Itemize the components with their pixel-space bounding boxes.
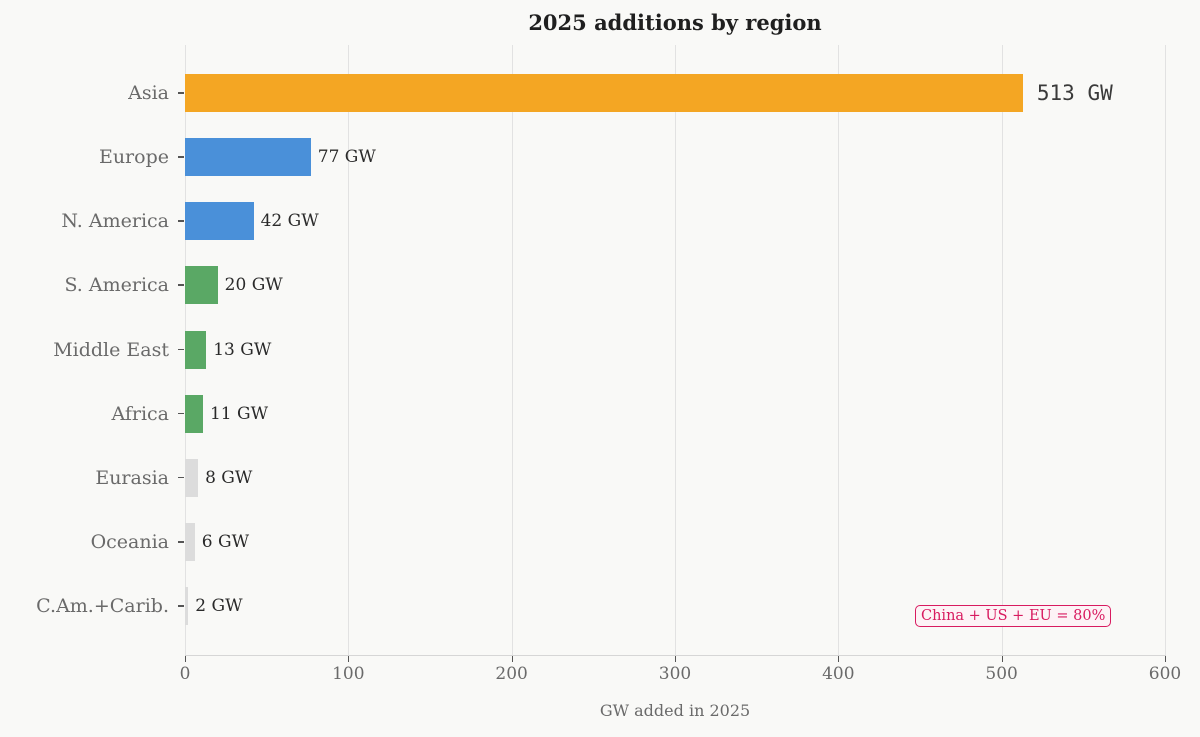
bar-row: N. America 42 GW (0, 202, 1200, 241)
y-tick-mark (178, 412, 184, 415)
x-axis-label: GW added in 2025 (599, 701, 751, 720)
gridline (838, 45, 840, 655)
x-tick-label: 500 (985, 664, 1018, 684)
bar[interactable] (185, 74, 1023, 112)
bar-row: Africa 11 GW (0, 394, 1200, 433)
y-tick-mark (178, 348, 184, 351)
y-tick-mark (178, 605, 184, 607)
y-tick-mark (178, 284, 184, 286)
annotation-box: China + US + EU = 80% (915, 605, 1112, 627)
x-tick-label: 0 (179, 664, 191, 684)
value-label: 77 GW (317, 147, 376, 168)
bar[interactable] (185, 587, 189, 626)
x-tick-mark (185, 656, 186, 662)
x-tick-mark (1001, 656, 1003, 662)
category-label: Europe (98, 146, 169, 169)
value-label: 13 GW (213, 339, 272, 360)
bar-row: S. America 20 GW (0, 266, 1200, 305)
bar[interactable] (185, 394, 203, 433)
x-tick-mark (838, 656, 840, 662)
bar-row: Asia 513 GW (0, 74, 1200, 112)
x-tick-label: 300 (658, 664, 692, 684)
bar-row: Middle East 13 GW (0, 330, 1200, 369)
x-tick-label: 600 (1148, 664, 1182, 684)
category-label: C.Am.+Carib. (36, 595, 169, 618)
value-label: 42 GW (260, 211, 319, 232)
bar-row: Oceania 6 GW (0, 523, 1200, 562)
value-label: 2 GW (195, 596, 243, 617)
x-tick-mark (348, 656, 350, 662)
category-label: Africa (111, 402, 169, 425)
category-label: Middle East (53, 338, 169, 361)
gridline (1001, 45, 1003, 655)
gridline (1165, 45, 1166, 655)
x-tick-label: 200 (495, 664, 528, 684)
bar[interactable] (185, 266, 218, 305)
x-tick-mark (511, 656, 513, 662)
x-tick-label: 400 (822, 664, 855, 684)
chart-title: 2025 additions by region (528, 10, 822, 35)
y-tick-mark (178, 541, 184, 543)
x-tick-label: 100 (332, 664, 365, 684)
category-label: Asia (128, 82, 169, 104)
x-axis-line (185, 655, 1166, 656)
category-label: N. America (61, 210, 169, 233)
x-tick-mark (1165, 656, 1166, 662)
bar[interactable] (185, 458, 199, 497)
value-label: 6 GW (201, 532, 250, 553)
y-tick-mark (178, 220, 184, 222)
bar[interactable] (185, 202, 254, 241)
value-label: 11 GW (209, 403, 269, 424)
value-label: 8 GW (205, 467, 253, 488)
value-label: 513 GW (1036, 81, 1113, 105)
y-tick-mark (178, 476, 184, 479)
y-tick-mark (178, 156, 184, 158)
bar[interactable] (185, 330, 207, 369)
category-label: S. America (64, 274, 169, 297)
bar[interactable] (185, 523, 195, 562)
x-tick-mark (675, 656, 676, 662)
gridline (675, 45, 676, 655)
y-tick-mark (178, 92, 184, 94)
gridline (511, 45, 513, 655)
bar-row: Europe 77 GW (0, 138, 1200, 177)
gridline (348, 45, 350, 655)
category-label: Oceania (90, 531, 169, 554)
value-label: 20 GW (224, 275, 283, 296)
bar[interactable] (185, 138, 311, 177)
bar-row: C.Am.+Carib. 2 GW (0, 587, 1200, 626)
bar-row: Eurasia 8 GW (0, 458, 1200, 497)
category-label: Eurasia (95, 466, 169, 489)
